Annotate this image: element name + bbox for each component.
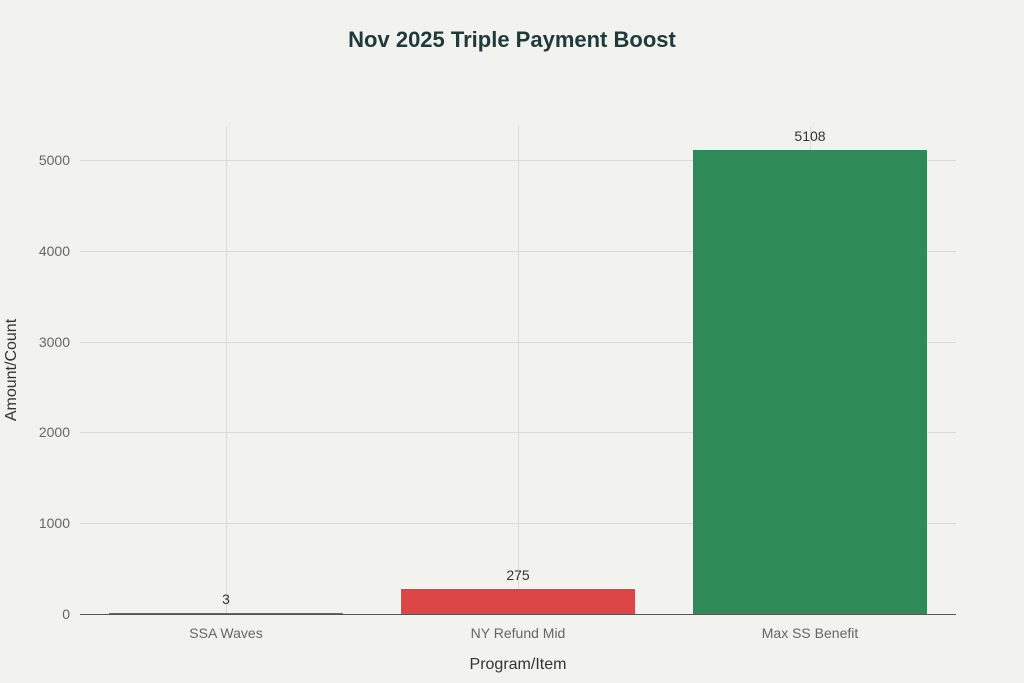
plot-area: 3 275 5108 (80, 126, 956, 615)
bar-ny-refund-mid (401, 589, 635, 614)
bar-value-label: 5108 (794, 128, 826, 145)
y-tick-label: 1000 (38, 515, 70, 532)
bar-max-ss-benefit (693, 150, 927, 614)
x-axis-label: Program/Item (469, 656, 567, 673)
x-tick-label: SSA Waves (189, 625, 263, 641)
y-tick-label: 2000 (38, 424, 70, 441)
x-tick-label: Max SS Benefit (761, 625, 859, 641)
y-tick-label: 3000 (38, 333, 70, 350)
bar-value-label: 3 (222, 591, 230, 607)
gridline-x (518, 126, 519, 615)
bar-value-label: 275 (506, 567, 530, 584)
bar-ssa-waves (109, 613, 343, 614)
chart-title: Nov 2025 Triple Payment Boost (348, 27, 676, 52)
x-tick-label: NY Refund Mid (470, 625, 566, 641)
y-tick-label: 0 (62, 606, 70, 622)
gridline-x (226, 126, 227, 615)
y-tick-label: 4000 (38, 242, 70, 259)
x-axis-line (80, 614, 956, 615)
y-tick-label: 5000 (38, 152, 70, 168)
